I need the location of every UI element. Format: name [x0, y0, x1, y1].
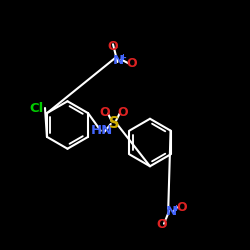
- Text: O: O: [117, 106, 128, 119]
- Text: N: N: [113, 54, 124, 66]
- Text: HN: HN: [91, 124, 113, 137]
- Text: O: O: [100, 106, 110, 119]
- Text: O: O: [156, 218, 166, 232]
- Text: N: N: [166, 205, 177, 218]
- Text: O: O: [107, 40, 118, 53]
- Text: Cl: Cl: [30, 102, 44, 115]
- Text: S: S: [108, 116, 119, 131]
- Text: ⁻: ⁻: [162, 217, 167, 226]
- Text: +: +: [119, 52, 126, 62]
- Text: +: +: [172, 204, 179, 213]
- Text: O: O: [127, 57, 137, 70]
- Text: ⁻: ⁻: [114, 45, 118, 54]
- Text: O: O: [177, 201, 187, 214]
